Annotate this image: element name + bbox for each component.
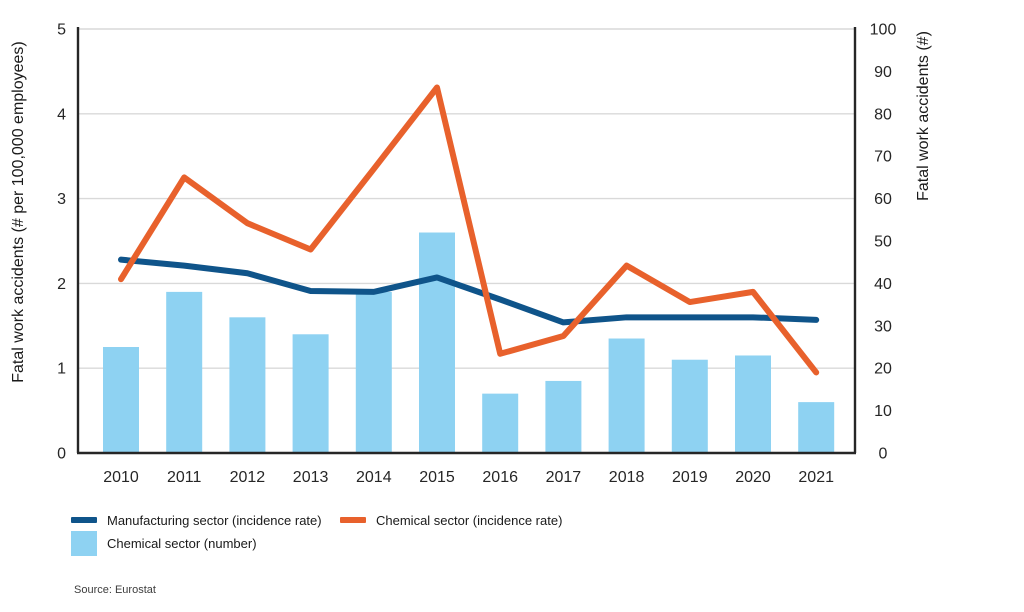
x-axis-label: 2020 xyxy=(735,469,771,486)
right-tick-label: 20 xyxy=(874,361,892,378)
bar xyxy=(419,232,455,453)
bar-series-chemical-number xyxy=(103,232,835,453)
left-tick-label: 0 xyxy=(57,446,66,463)
x-axis-label: 2015 xyxy=(419,469,455,486)
x-axis-label: 2016 xyxy=(482,469,518,486)
right-tick-label: 40 xyxy=(874,276,892,293)
left-tick-label: 1 xyxy=(57,361,66,378)
bar xyxy=(292,334,329,453)
right-tick-label: 30 xyxy=(874,318,892,335)
bar xyxy=(545,380,582,453)
bar xyxy=(608,338,645,453)
x-axis-label: 2014 xyxy=(356,469,392,486)
x-axis-label: 2011 xyxy=(167,469,202,486)
bar xyxy=(671,359,708,453)
x-axis-label: 2019 xyxy=(672,469,708,486)
legend-line-swatch xyxy=(71,517,97,523)
axes xyxy=(76,27,857,455)
x-axis-label: 2021 xyxy=(798,469,834,486)
legend-item-chemical-number: Chemical sector (number) xyxy=(71,530,257,556)
right-tick-label: 70 xyxy=(874,149,892,166)
bar xyxy=(798,402,835,453)
left-tick-label: 3 xyxy=(57,191,66,208)
legend-label: Manufacturing sector (incidence rate) xyxy=(107,512,322,528)
x-axis-label: 2018 xyxy=(609,469,645,486)
x-axis-label: 2012 xyxy=(230,469,266,486)
legend-item-chemical-rate: Chemical sector (incidence rate) xyxy=(340,509,562,531)
right-tick-label: 80 xyxy=(874,106,892,123)
right-tick-label: 100 xyxy=(870,22,897,39)
x-axis-label: 2013 xyxy=(293,469,329,486)
legend-label: Chemical sector (incidence rate) xyxy=(376,512,563,528)
right-tick-label: 0 xyxy=(879,446,888,463)
right-tick-label: 50 xyxy=(874,234,892,251)
left-axis-title: Fatal work accidents (# per 100,000 empl… xyxy=(10,41,27,383)
legend-label: Chemical sector (number) xyxy=(107,535,257,551)
left-tick-label: 4 xyxy=(57,106,66,123)
right-tick-label: 90 xyxy=(874,64,892,81)
bar xyxy=(482,393,519,453)
legend-item-manufacturing-rate: Manufacturing sector (incidence rate) xyxy=(71,509,322,531)
right-axis-title: Fatal work accidents (#) xyxy=(915,31,932,201)
bar xyxy=(166,291,203,453)
line-manufacturing-rate xyxy=(118,256,820,326)
line-chemical-rate xyxy=(118,84,820,376)
bar xyxy=(735,355,771,453)
gridlines xyxy=(78,28,855,369)
left-tick-label: 5 xyxy=(57,22,66,39)
bar xyxy=(355,291,392,453)
bar xyxy=(229,317,266,453)
source-note: Source: Eurostat xyxy=(74,584,156,596)
legend-line-swatch xyxy=(340,517,366,523)
bar xyxy=(103,347,139,453)
x-axis-label: 2017 xyxy=(546,469,582,486)
x-axis-label: 2010 xyxy=(103,469,139,486)
right-tick-label: 10 xyxy=(874,403,892,420)
legend-square-swatch xyxy=(71,530,97,556)
right-tick-label: 60 xyxy=(874,191,892,208)
left-tick-label: 2 xyxy=(57,276,66,293)
